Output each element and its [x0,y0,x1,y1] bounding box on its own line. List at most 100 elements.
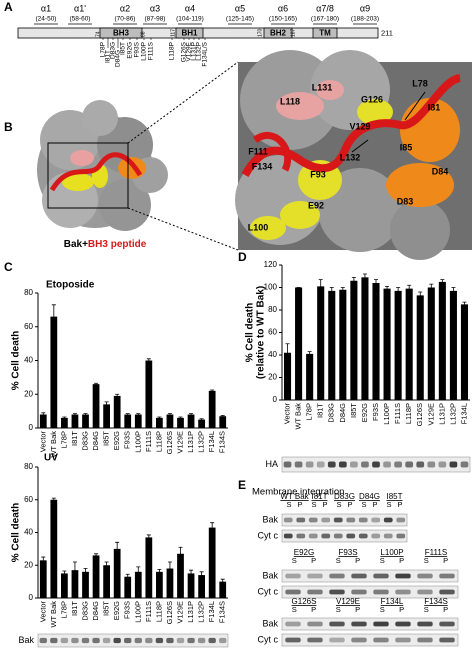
bak-surface-overview [37,61,239,251]
error-bar [429,283,434,291]
helix-name: α9 [360,3,370,13]
blot-label: Bak [262,618,278,628]
x-tick-label: F134L [207,431,216,452]
x-tick-label: L118P [404,403,413,424]
band [308,533,318,539]
error-bar [115,393,120,398]
error-bar [146,358,151,363]
domain-box [263,27,293,39]
band [395,621,411,627]
mutant-label: F134L [381,597,404,606]
error-bar [396,287,401,295]
fraction-label: S [336,605,341,614]
mutant-label: F134S [424,597,448,606]
band [373,589,389,595]
error-bar [329,287,334,295]
panel-e-title: Membrane integration [252,487,344,498]
membrane-blot [281,513,408,527]
bak-surface-zoom [235,50,472,260]
band [333,533,343,539]
band [176,637,185,644]
band [417,621,433,627]
fraction-label: P [355,605,360,614]
x-tick-label: G126S [165,601,174,624]
bar [82,414,89,428]
error-bar [220,578,225,585]
band [460,461,469,468]
error-bar [362,273,367,281]
bar [50,316,58,428]
helix-name: α4 [185,3,195,13]
x-tick-label: F93S [123,431,132,449]
error-bar [41,412,46,417]
bar [219,416,227,428]
helix-name: α2 [120,3,130,13]
band [396,517,406,523]
band [321,517,331,523]
fraction-label: S [336,500,341,509]
x-tick-label: I81T [70,601,79,616]
bar [177,417,184,428]
y-tick-label: 0 [29,423,34,432]
fraction-label: S [292,556,297,565]
mutation-label: D83G [110,42,117,59]
band [438,461,447,468]
bar [208,390,216,428]
band [113,637,121,644]
bar [187,573,195,598]
bar [187,414,195,428]
x-tick-label: WT Bak [294,403,303,430]
bak-blot [37,633,229,648]
bar [198,575,205,598]
fraction-label: S [336,556,341,565]
error-bar [62,570,67,576]
error-bar [83,568,88,576]
x-tick-label: D84G [91,431,100,451]
domain-name: TM [319,29,331,38]
error-bar [210,522,215,533]
band [285,621,301,627]
membrane-blot [281,617,459,631]
bar [438,281,446,400]
fraction-label: P [397,500,402,509]
x-tick-label: L78P [59,431,68,449]
mutant-label: F93S [338,548,357,557]
band [449,461,458,468]
error-bar [307,351,312,357]
x-tick-label: D83G [327,403,336,423]
band [71,637,79,644]
bar [113,548,121,598]
band [92,637,100,644]
band [308,517,318,523]
mutant-label: I81T [311,492,327,501]
helix-range: (167-180) [311,16,339,23]
x-tick-label: F111S [144,601,153,622]
y-tick-label: 0 [29,593,34,602]
helix-range: (70-86) [115,16,136,23]
mutation-label: L78P [100,42,107,57]
y-tick-label: 40 [24,528,33,537]
x-tick-label: D83G [80,431,89,451]
residue-number: 117 [170,29,176,37]
band [351,637,367,643]
error-bar [407,284,412,292]
x-tick-label: Vector [283,403,292,425]
x-tick-label: E92G [112,601,121,620]
fraction-label: S [292,605,297,614]
bar [82,571,89,598]
panel-label: A [4,0,13,14]
bar [394,290,402,400]
band [124,637,132,644]
band [81,637,90,644]
band [358,533,368,539]
residue-label: F93 [310,169,326,179]
error-bar [374,279,378,287]
error-bar [72,561,77,579]
bar [145,537,153,598]
band [219,637,227,644]
error-bar [83,413,88,416]
fraction-label: P [322,500,327,509]
band [283,517,293,523]
error-bar [104,561,109,569]
bar [361,277,369,400]
